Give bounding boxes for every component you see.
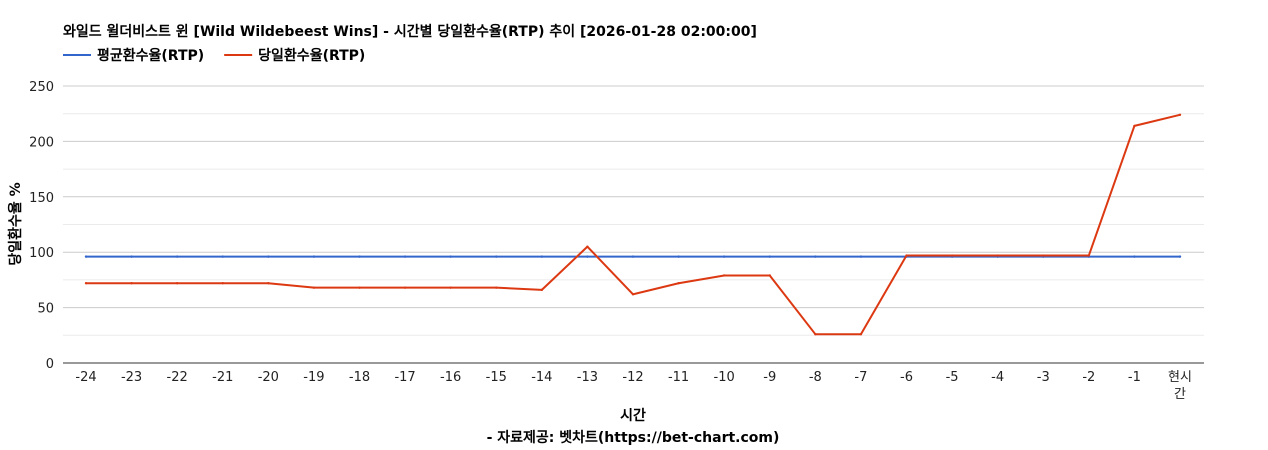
x-tick-label: -6 <box>900 370 913 385</box>
x-tick-label: -1 <box>1128 370 1141 385</box>
y-tick-label: 200 <box>29 135 54 150</box>
chart-title: 와일드 윌더비스트 윈 [Wild Wildebeest Wins] - 시간별… <box>63 23 757 40</box>
data-point <box>631 255 635 258</box>
data-point <box>495 255 498 258</box>
data-point <box>449 286 452 289</box>
data-point <box>403 286 407 289</box>
x-tick-label: -20 <box>258 370 279 385</box>
data-point <box>1133 124 1136 128</box>
x-tick-label: -15 <box>486 370 507 385</box>
data-point <box>449 255 452 258</box>
data-point <box>905 254 908 257</box>
data-point <box>267 282 270 285</box>
y-tick-label: 150 <box>29 191 54 206</box>
data-point <box>358 286 361 289</box>
data-point <box>175 255 179 258</box>
data-point <box>950 254 954 257</box>
legend-label: 평균환수율(RTP) <box>97 47 204 64</box>
source-credit: - 자료제공: 벳차트(https://bet-chart.com) <box>487 429 780 446</box>
x-tick-label: -18 <box>349 370 370 385</box>
x-tick-label: -14 <box>531 370 552 385</box>
data-point <box>312 286 316 289</box>
y-tick-label: 0 <box>46 357 54 372</box>
x-tick-label: -21 <box>212 370 233 385</box>
x-tick-label: -10 <box>714 370 735 385</box>
data-point <box>996 254 999 257</box>
data-point <box>312 255 316 258</box>
data-point <box>859 332 863 336</box>
data-point <box>722 274 726 277</box>
data-point <box>221 255 224 258</box>
data-point <box>768 274 771 277</box>
x-tick-label: -22 <box>167 370 188 385</box>
legend-label: 당일환수율(RTP) <box>258 47 365 64</box>
data-point <box>130 282 133 285</box>
data-point <box>722 255 726 258</box>
data-point <box>358 255 361 258</box>
data-point <box>221 282 224 285</box>
gridlines <box>63 85 1204 364</box>
x-axis-title: 시간 <box>620 407 646 424</box>
data-point <box>84 282 88 285</box>
x-tick-label: -2 <box>1082 370 1095 385</box>
data-point <box>768 255 771 258</box>
x-tick-label: -23 <box>121 370 142 385</box>
x-tick-label: -5 <box>946 370 959 385</box>
data-point <box>677 282 680 285</box>
data-point <box>1133 255 1136 258</box>
data-point <box>495 286 498 289</box>
data-point <box>130 255 133 258</box>
x-tick-label: -24 <box>75 370 96 385</box>
x-tick-label: -3 <box>1037 370 1050 385</box>
data-point <box>540 288 544 292</box>
x-tick-label: -13 <box>577 370 598 385</box>
data-point <box>859 255 863 258</box>
x-axis: -24 -23 -22 -21 -20 -19 -18 -17 -16 -15 -14 -13 -12 -… <box>75 370 1192 402</box>
y-tick-label: 250 <box>29 80 54 95</box>
x-tick-label: -9 <box>763 370 776 385</box>
y-axis: 0 50 100 150 200 250 <box>29 80 54 372</box>
x-tick-label: -7 <box>854 370 867 385</box>
x-tick-label: -4 <box>991 370 1004 385</box>
x-tick-label: -16 <box>440 370 461 385</box>
data-point <box>677 255 680 258</box>
data-point <box>1087 254 1091 257</box>
data-point <box>586 255 589 258</box>
y-tick-label: 100 <box>29 246 54 261</box>
legend: 평균환수율(RTP) 당일환수율(RTP) <box>63 47 365 64</box>
x-tick-label: -11 <box>668 370 689 385</box>
data-point <box>1178 113 1182 117</box>
data-point <box>631 293 635 296</box>
data-point <box>84 255 88 258</box>
x-tick-label: -19 <box>303 370 324 385</box>
series-lines <box>84 113 1182 336</box>
x-tick-label: 현시 간 <box>1168 370 1192 402</box>
x-tick-label: -12 <box>622 370 643 385</box>
data-point <box>267 255 270 258</box>
data-point <box>1178 255 1182 258</box>
data-point <box>814 255 817 258</box>
x-tick-label: -17 <box>394 370 415 385</box>
data-point <box>814 332 817 336</box>
data-point <box>175 282 179 285</box>
x-tick-label: -8 <box>809 370 822 385</box>
data-point <box>540 255 544 258</box>
y-tick-label: 50 <box>37 302 54 317</box>
data-point <box>1042 254 1045 257</box>
data-point <box>403 255 407 258</box>
data-point <box>586 245 589 248</box>
y-axis-title: 당일환수율 % <box>7 182 24 265</box>
